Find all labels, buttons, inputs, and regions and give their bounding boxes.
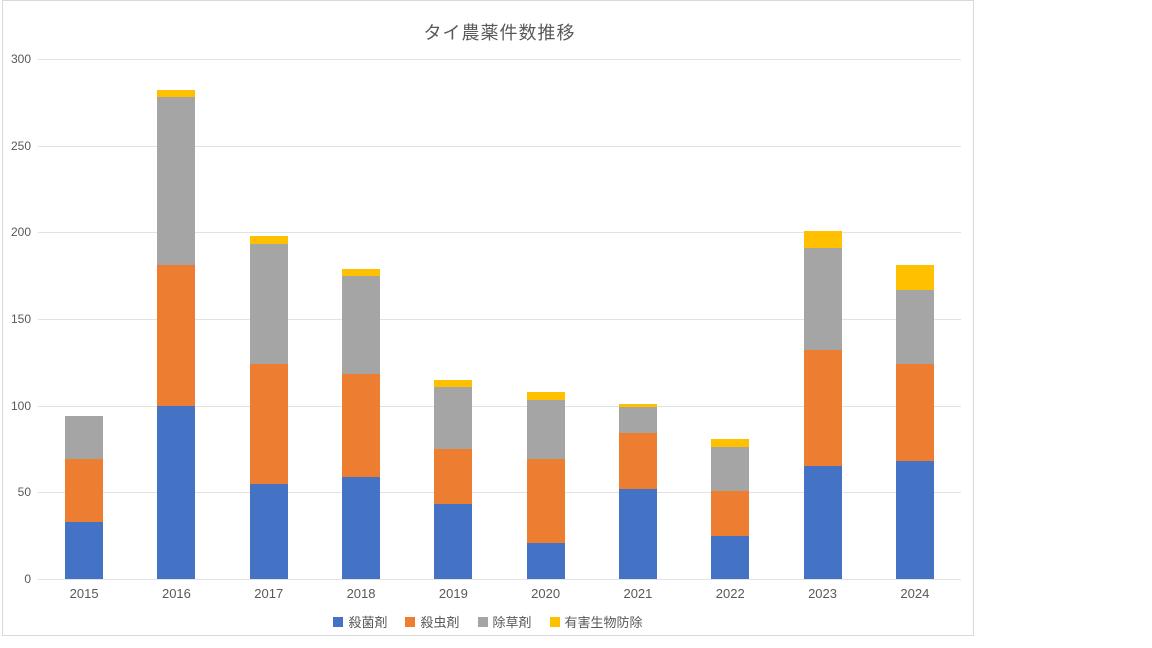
bar-2021-除草剤 <box>618 407 657 434</box>
y-axis-tick-label: 0 <box>24 572 31 586</box>
bar-2017-有害生物防除 <box>249 235 288 245</box>
bar-2021-有害生物防除 <box>618 403 657 408</box>
legend-label: 有害生物防除 <box>564 615 643 630</box>
bar-2015-殺虫剤 <box>65 459 104 522</box>
bar-2018-殺虫剤 <box>342 374 381 477</box>
bar-2017-殺菌剤 <box>249 483 288 579</box>
legend-swatch-icon <box>333 616 344 627</box>
bar-2019-除草剤 <box>434 386 473 449</box>
bar-2016-除草剤 <box>157 97 196 266</box>
x-axis-tick-label: 2023 <box>808 586 837 601</box>
bar-2023-殺菌剤 <box>803 466 842 579</box>
bar-2023-有害生物防除 <box>803 230 842 248</box>
bar-2017-殺虫剤 <box>249 364 288 484</box>
y-axis-tick-label: 100 <box>10 398 31 413</box>
bar-2022-殺菌剤 <box>711 535 750 579</box>
x-axis-tick-label: 2019 <box>438 586 468 601</box>
bar-2020-有害生物防除 <box>526 391 565 401</box>
legend-label: 除草剤 <box>492 615 532 630</box>
x-axis-tick-label: 2016 <box>161 586 191 601</box>
legend-item-殺菌剤: 殺菌剤 <box>333 612 387 631</box>
plot-area: 0 50 100 150 200 250 300 2015 2016 2017 2018 2019 20… <box>3 1 973 635</box>
bar-2021-殺菌剤 <box>618 488 657 579</box>
x-axis-tick-label: 2022 <box>715 586 745 601</box>
bar-2015-除草剤 <box>65 416 104 460</box>
gridline-y-250 <box>38 145 961 147</box>
bar-2020-除草剤 <box>526 400 565 460</box>
gridline-y-50 <box>38 492 961 494</box>
x-axis-tick-label: 2015 <box>69 586 99 601</box>
legend-label: 殺虫剤 <box>420 615 460 630</box>
bar-2015-殺菌剤 <box>65 521 104 579</box>
legend-item-有害生物防除: 有害生物防除 <box>549 612 643 631</box>
bar-2018-除草剤 <box>342 275 381 375</box>
bar-2024-殺菌剤 <box>895 461 934 579</box>
legend-swatch-icon <box>405 616 416 627</box>
bar-2016-殺菌剤 <box>157 405 196 579</box>
legend-item-除草剤: 除草剤 <box>477 612 532 631</box>
bar-2022-有害生物防除 <box>711 438 750 448</box>
bar-2024-除草剤 <box>895 289 934 365</box>
y-axis-tick-label: 200 <box>10 225 31 240</box>
bar-2018-有害生物防除 <box>342 268 381 276</box>
bar-2016-殺虫剤 <box>157 265 196 406</box>
bar-2023-除草剤 <box>803 247 842 351</box>
y-axis-tick-label: 150 <box>10 312 31 326</box>
y-axis-tick-label: 250 <box>10 138 31 153</box>
bar-2016-有害生物防除 <box>157 90 196 98</box>
x-axis-tick-label: 2024 <box>900 586 930 601</box>
bar-2018-殺菌剤 <box>342 476 381 579</box>
legend-label: 殺菌剤 <box>348 615 388 630</box>
gridline-y-300 <box>38 59 961 60</box>
bar-2020-殺菌剤 <box>526 542 565 579</box>
legend-item-殺虫剤: 殺虫剤 <box>405 612 460 631</box>
bar-2019-殺虫剤 <box>434 449 473 505</box>
gridline-y-0 <box>38 579 961 580</box>
bar-2017-除草剤 <box>249 244 288 365</box>
gridline-y-200 <box>38 232 961 234</box>
legend-swatch-icon <box>549 616 560 627</box>
y-axis-tick-label: 50 <box>17 485 31 500</box>
bar-2023-殺虫剤 <box>803 350 842 467</box>
bar-2022-除草剤 <box>711 447 750 491</box>
legend: 殺菌剤 殺虫剤 除草剤 有害生物防除 <box>3 612 973 631</box>
chart-title: タイ農薬件数推移 <box>423 23 576 43</box>
legend-swatch-icon <box>477 616 488 627</box>
gridline-y-150 <box>38 319 961 320</box>
bar-2024-有害生物防除 <box>895 265 934 290</box>
x-axis-tick-label: 2020 <box>531 586 561 601</box>
bar-2021-殺虫剤 <box>618 433 657 489</box>
bar-2020-殺虫剤 <box>526 459 565 543</box>
bar-2024-殺虫剤 <box>895 364 934 462</box>
y-axis-tick-label: 300 <box>10 52 31 66</box>
gridline-y-100 <box>38 405 961 407</box>
bar-2019-有害生物防除 <box>434 379 473 387</box>
x-axis-tick-label: 2017 <box>254 586 284 601</box>
x-axis-tick-label: 2021 <box>623 586 653 601</box>
bar-2022-殺虫剤 <box>711 490 750 536</box>
chart-object: タイ農薬件数推移 0 50 100 150 200 250 300 2015 2016 2017 2… <box>2 0 974 636</box>
x-axis-tick-label: 2018 <box>346 586 376 601</box>
bar-2019-殺菌剤 <box>434 504 473 579</box>
